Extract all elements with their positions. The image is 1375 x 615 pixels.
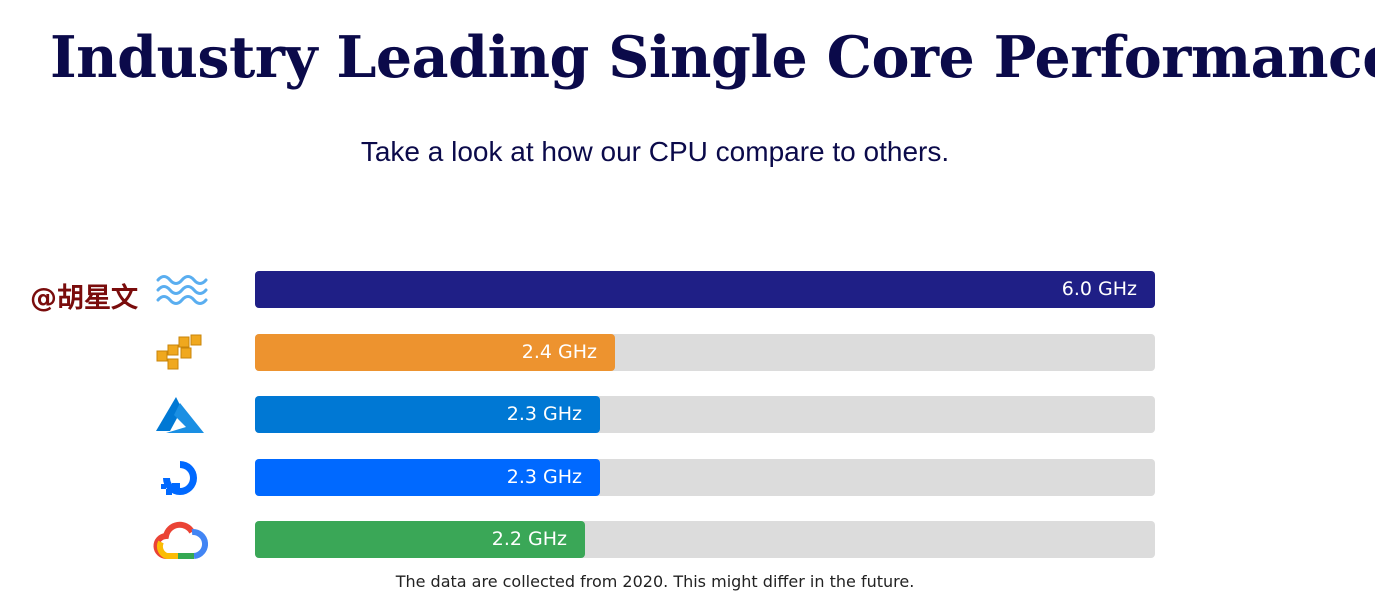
bar-row: 2.2 GHz [0, 521, 1375, 559]
bar: 2.3 GHz [255, 458, 600, 496]
bar-track: 6.0 GHz [255, 271, 1155, 308]
page-title: Industry Leading Single Core Performance [50, 24, 1375, 91]
bar: 2.4 GHz [255, 333, 615, 371]
bar-row: 6.0 GHz [0, 271, 1375, 309]
page-subtitle: Take a look at how our CPU compare to ot… [360, 136, 950, 167]
bar-track: 2.4 GHz [255, 333, 1155, 371]
bar: 2.3 GHz [255, 396, 600, 433]
watermark-text: @胡星文 [30, 283, 138, 314]
google-cloud-logo [152, 518, 208, 562]
bar-value-label: 2.4 GHz [521, 340, 597, 363]
bar-value-label: 2.2 GHz [491, 528, 567, 550]
data-source-footnote: The data are collected from 2020. This m… [395, 572, 915, 591]
bar-track: 2.3 GHz [255, 458, 1155, 496]
bar-row: 2.3 GHz [0, 456, 1375, 500]
bar-value-label: 6.0 GHz [1061, 278, 1137, 300]
bar: 6.0 GHz [255, 271, 1155, 308]
bar-row: 2.3 GHz [0, 396, 1375, 434]
bar-track: 2.3 GHz [255, 396, 1155, 433]
bar-row: 2.4 GHz [0, 331, 1375, 375]
bar: 2.2 GHz [255, 521, 585, 558]
bar-value-label: 2.3 GHz [506, 403, 582, 425]
wave-logo [152, 268, 208, 312]
bar-track: 2.2 GHz [255, 521, 1155, 558]
aws-logo [152, 331, 208, 375]
bar-value-label: 2.3 GHz [506, 465, 582, 488]
azure-logo [152, 393, 208, 437]
digitalocean-logo [152, 456, 208, 500]
